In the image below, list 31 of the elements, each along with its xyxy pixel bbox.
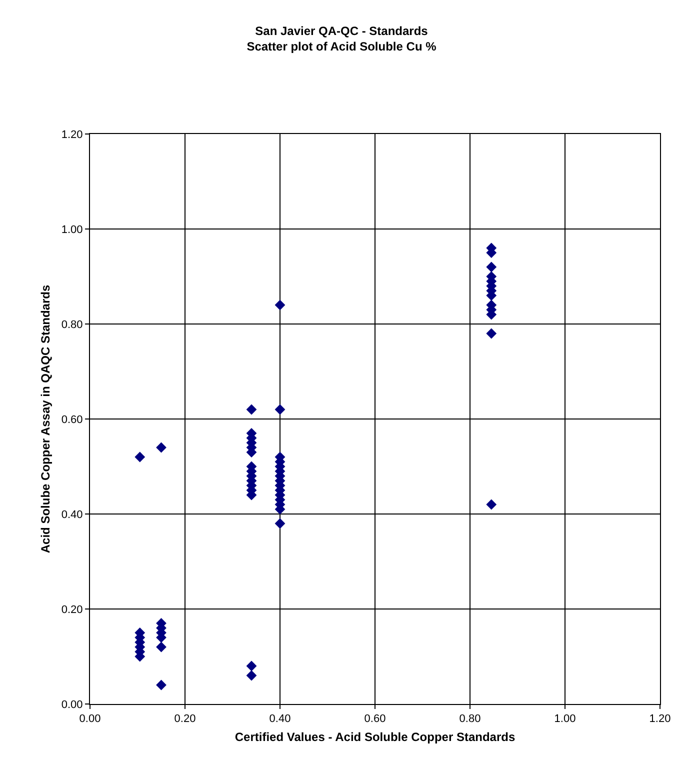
point [486, 328, 497, 339]
x-tick-label: 0.00 [79, 713, 101, 726]
y-tick-label: 0.80 [61, 318, 83, 331]
point [134, 452, 146, 462]
x-axis-title: Certified Values - Acid Soluble Copper Standards [234, 730, 516, 744]
y-tick-label: 0.20 [61, 604, 83, 616]
point [274, 300, 286, 310]
y-tick-label: 1.00 [61, 224, 83, 236]
point [246, 670, 257, 681]
x-tick-label: 1.20 [649, 713, 671, 726]
y-tick-label: 0.60 [61, 414, 83, 426]
y-tick-label: 0.00 [61, 698, 83, 711]
point [156, 442, 166, 453]
x-tick-label: 0.40 [269, 713, 291, 726]
x-tick-label: 1.00 [554, 713, 576, 726]
y-tick-label: 1.20 [61, 128, 83, 141]
point [156, 642, 166, 652]
x-tick-label: 0.20 [174, 713, 196, 726]
y-axis-title: Acid Solube Copper Assay in QAQC Standards [38, 284, 53, 554]
x-tick-label: 0.80 [459, 713, 481, 726]
x-tick-label: 0.60 [364, 713, 386, 726]
point [274, 404, 286, 415]
chart-subtitle: Scatter plot of Acid Soluble Cu % [246, 39, 437, 54]
point [486, 262, 497, 272]
chart-title: San Javier QA-QC - Standards [255, 24, 428, 38]
point [156, 680, 166, 690]
point [246, 660, 257, 672]
y-tick-label: 0.40 [61, 508, 83, 521]
point [274, 518, 286, 529]
point [486, 499, 497, 510]
point [246, 404, 257, 415]
